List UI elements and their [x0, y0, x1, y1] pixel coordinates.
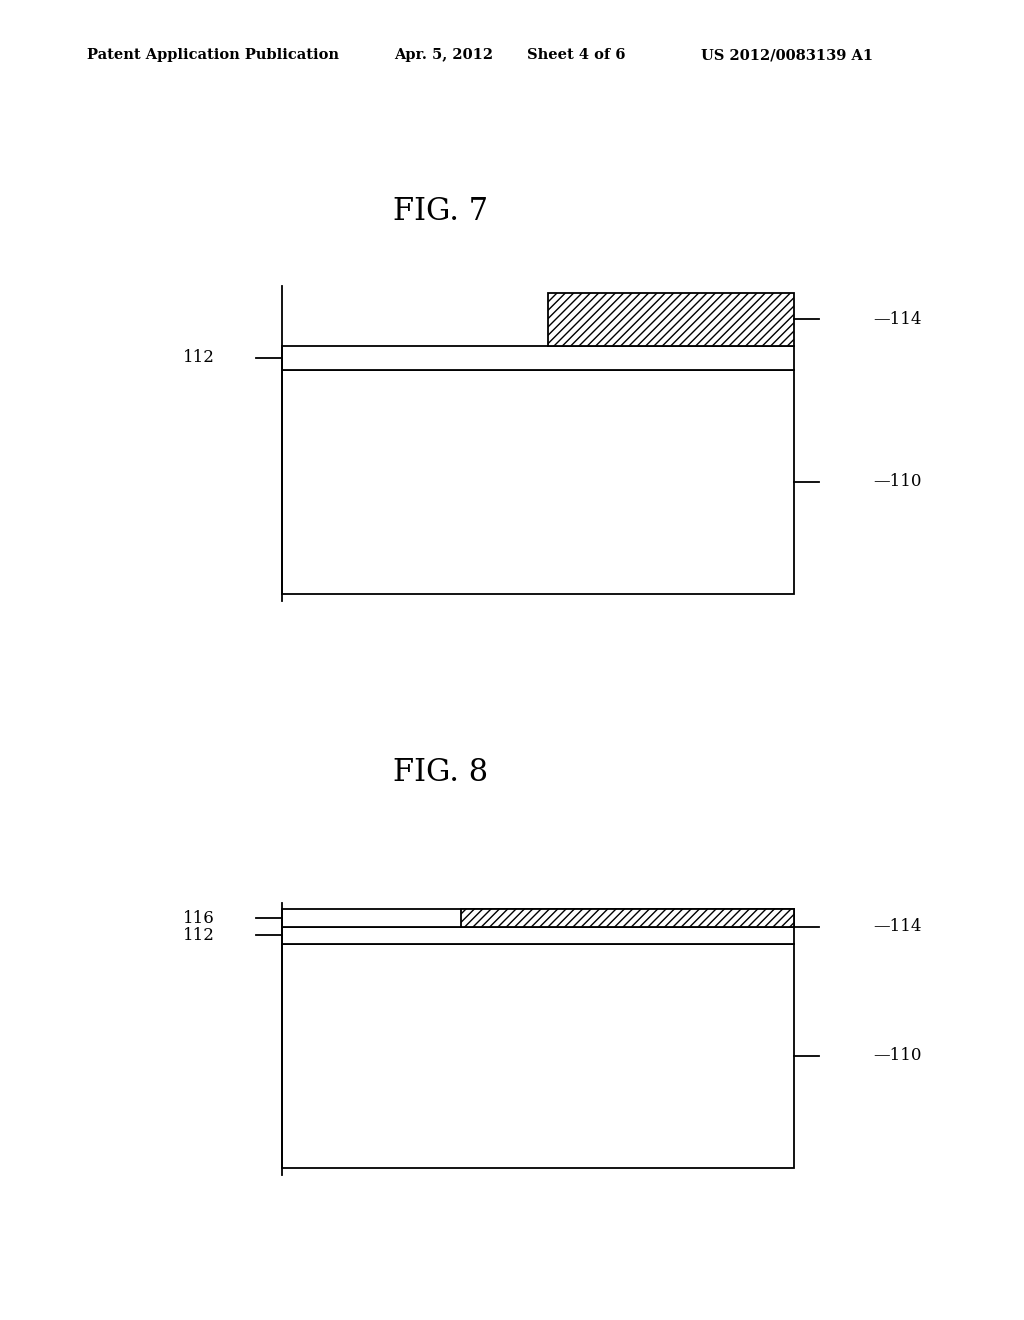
Text: FIG. 7: FIG. 7	[393, 195, 487, 227]
Bar	[548, 293, 794, 346]
Bar	[282, 944, 794, 1168]
Text: Patent Application Publication: Patent Application Publication	[87, 49, 339, 62]
Text: US 2012/0083139 A1: US 2012/0083139 A1	[701, 49, 873, 62]
Text: —114: —114	[873, 919, 922, 935]
Bar	[282, 370, 794, 594]
Text: 112: 112	[183, 350, 215, 366]
Text: Apr. 5, 2012: Apr. 5, 2012	[394, 49, 494, 62]
Text: —110: —110	[873, 1048, 922, 1064]
Bar	[282, 909, 794, 927]
Bar	[282, 927, 794, 944]
Bar	[282, 346, 794, 370]
Text: Sheet 4 of 6: Sheet 4 of 6	[527, 49, 626, 62]
Text: —110: —110	[873, 474, 922, 490]
Text: FIG. 8: FIG. 8	[393, 756, 487, 788]
Text: —114: —114	[873, 312, 922, 327]
Text: 116: 116	[183, 909, 215, 927]
Text: 112: 112	[183, 927, 215, 944]
Bar	[461, 909, 794, 927]
